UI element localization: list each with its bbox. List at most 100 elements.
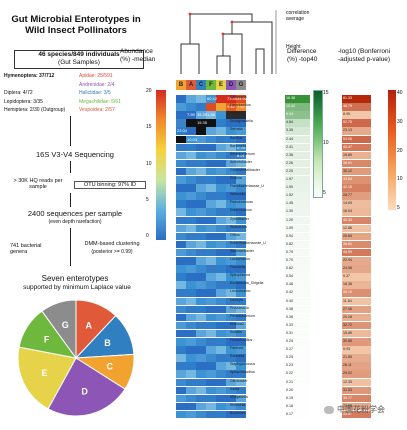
heat-cell bbox=[226, 362, 236, 370]
host-group-row: Diptera: 4/72 Halictidae: 3/5 bbox=[4, 89, 154, 98]
pvalue-cell: 15.89 bbox=[342, 329, 371, 338]
heat-cell bbox=[216, 329, 226, 338]
heat-cell bbox=[216, 394, 226, 403]
difference-cell: 2.36 bbox=[285, 151, 310, 160]
heat-cell bbox=[206, 208, 216, 216]
genus-label: Enterococcus bbox=[230, 208, 252, 213]
heat-cell bbox=[236, 313, 246, 322]
heat-cell bbox=[236, 216, 246, 224]
heat-cell bbox=[206, 111, 216, 119]
enterotype-header-E: E bbox=[216, 80, 226, 90]
difference-cell: 1.20 bbox=[285, 216, 310, 224]
heat-cell bbox=[236, 176, 246, 184]
heat-cell bbox=[206, 265, 216, 273]
difference-cell: 0.54 bbox=[285, 273, 310, 281]
genus-label: Rahnella bbox=[230, 354, 245, 359]
heat-cell bbox=[226, 232, 236, 241]
heat-cell bbox=[236, 208, 246, 216]
pvalue-cell: 14.09 bbox=[342, 200, 371, 208]
heat-cell bbox=[176, 216, 186, 224]
heat-cell bbox=[186, 192, 196, 200]
heat-value: 9.42 bbox=[227, 104, 235, 110]
heat-cell bbox=[226, 321, 236, 330]
heat-cell bbox=[236, 305, 246, 314]
heat-cell bbox=[176, 370, 186, 378]
heat-cell bbox=[206, 305, 216, 314]
sample-count-line1: 46 species/849 individuals bbox=[38, 51, 120, 58]
heat-cell bbox=[186, 151, 196, 160]
heat-value: 73.45 bbox=[227, 96, 238, 101]
host-group-order: Diptera: 4/72 bbox=[4, 90, 33, 96]
heat-cell bbox=[236, 232, 246, 241]
host-group-family: Vespoidea: 2/57 bbox=[79, 107, 115, 113]
heat-cell bbox=[206, 200, 216, 208]
heat-cell bbox=[236, 289, 246, 297]
heat-cell bbox=[226, 135, 236, 143]
difference-cell: 0.70 bbox=[285, 257, 310, 265]
heat-cell bbox=[206, 192, 216, 200]
heat-cell bbox=[176, 159, 186, 168]
watermark-text: 中国花粉学会 bbox=[337, 405, 385, 414]
pvalue-cell: 12.86 bbox=[342, 224, 371, 233]
heat-cell bbox=[176, 281, 186, 289]
difference-cell: 1.45 bbox=[285, 200, 310, 208]
heat-cell bbox=[196, 354, 206, 362]
legend-tick: 20 bbox=[146, 88, 152, 94]
pvalue-cell: 19.89 bbox=[342, 151, 371, 160]
pvalue-cell: 35.10 bbox=[342, 289, 371, 297]
heat-cell bbox=[216, 305, 226, 314]
heat-cell bbox=[196, 200, 206, 208]
dendro-label-average: average bbox=[286, 16, 305, 22]
difference-colorbar bbox=[313, 90, 323, 198]
genus-label: Gilliamella bbox=[230, 95, 247, 99]
heat-cell bbox=[226, 289, 236, 297]
difference-cell: 0.33 bbox=[285, 321, 310, 330]
genus-label: Citrobacter bbox=[230, 378, 248, 383]
genus-label: Enterobacteriaceae_U bbox=[230, 240, 266, 245]
heat-cell bbox=[186, 257, 196, 265]
heat-cell bbox=[236, 370, 246, 378]
heat-cell bbox=[186, 119, 196, 127]
pvalue-cell: 39.77 bbox=[342, 394, 371, 403]
step-per-sample-note: (even depth rarefaction) bbox=[48, 219, 102, 225]
difference-cell: 0.48 bbox=[285, 281, 310, 289]
heat-cell bbox=[236, 119, 246, 127]
heat-cell bbox=[186, 143, 196, 152]
legend-tick: 15 bbox=[146, 124, 152, 131]
abundance-legend-line1: Abundance bbox=[120, 48, 153, 55]
heat-cell bbox=[216, 184, 226, 192]
heat-cell bbox=[176, 313, 186, 322]
heat-cell bbox=[226, 346, 236, 354]
heat-cell bbox=[196, 305, 206, 314]
heat-cell bbox=[226, 378, 236, 386]
difference-cell: 1.30 bbox=[285, 208, 310, 216]
heat-cell bbox=[236, 265, 246, 273]
heat-cell bbox=[216, 338, 226, 346]
heat-cell bbox=[176, 192, 186, 200]
result-line2: supported by minimum Laplace value bbox=[23, 284, 131, 291]
heat-cell bbox=[226, 394, 236, 403]
difference-cell: 4.64 bbox=[285, 119, 310, 127]
heat-cell bbox=[226, 167, 236, 176]
heat-cell bbox=[196, 176, 206, 184]
difference-legend-line1: Difference bbox=[287, 48, 317, 55]
legend-tick: 5 bbox=[397, 205, 400, 211]
heat-cell bbox=[206, 232, 216, 241]
genus-label: Sodalis bbox=[230, 329, 242, 334]
difference-cell: 0.23 bbox=[285, 362, 310, 370]
heat-cell bbox=[206, 370, 216, 378]
heat-cell bbox=[206, 386, 216, 395]
difference-cell: 0.79 bbox=[285, 248, 310, 257]
difference-cell: 1.09 bbox=[285, 224, 310, 233]
heat-cell bbox=[186, 103, 196, 111]
pvalue-cell: 52.75 bbox=[342, 119, 371, 127]
legend-tick: 15 bbox=[323, 90, 329, 96]
genus-label: Pantoea bbox=[230, 346, 244, 351]
pvalue-cell: 9.93 bbox=[342, 346, 371, 354]
genus-label: Lactococcus bbox=[230, 257, 250, 261]
difference-cell: 0.20 bbox=[285, 386, 310, 395]
heat-cell bbox=[186, 354, 196, 362]
pvalue-cell: 22.94 bbox=[342, 257, 371, 265]
heat-cell bbox=[216, 346, 226, 354]
heat-cell bbox=[236, 135, 246, 143]
